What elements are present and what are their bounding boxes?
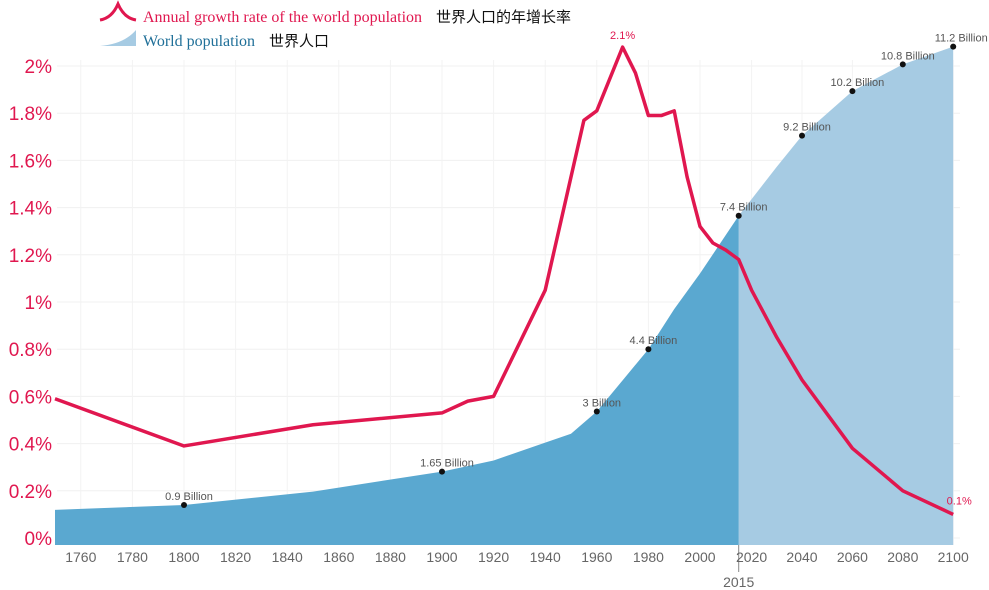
growth-label: 0.1% (947, 495, 972, 507)
x-tick-label: 2080 (887, 549, 918, 565)
population-point (849, 88, 856, 95)
y-tick-label: 0.4% (9, 435, 52, 456)
x-tick-label: 2020 (736, 549, 767, 565)
legend-population-label: World population (143, 33, 256, 50)
population-label: 11.2 Billion (935, 33, 988, 45)
x-tick-label: 1900 (426, 549, 457, 565)
legend-area-icon (100, 30, 136, 46)
legend-population: World population 世界人口 (143, 30, 329, 51)
population-label: 7.4 Billion (720, 202, 768, 214)
y-tick-label: 0% (25, 529, 53, 550)
population-point (799, 132, 805, 139)
x-tick-label: 1920 (478, 549, 509, 565)
y-tick-label: 1.6% (9, 151, 52, 172)
legend-growth: Annual growth rate of the world populati… (143, 6, 571, 27)
x-tick-label: 2060 (837, 549, 868, 565)
population-point (899, 61, 906, 68)
x-tick-label: 1820 (220, 549, 251, 565)
x-tick-label: 1860 (323, 549, 354, 565)
x-tick-label: 1760 (65, 549, 96, 565)
y-tick-label: 0.6% (9, 387, 52, 408)
legend-growth-label: Annual growth rate of the world populati… (143, 9, 423, 26)
y-tick-label: 1% (25, 293, 53, 314)
legend-line-icon (99, 0, 137, 22)
population-point (181, 501, 187, 508)
growth-label: 2.1% (610, 30, 635, 42)
x-tick-label: 1800 (168, 549, 199, 565)
population-label: 9.2 Billion (783, 122, 831, 134)
population-label: 10.2 Billion (830, 77, 884, 89)
y-tick-label: 1.2% (9, 246, 52, 267)
y-tick-label: 0.2% (9, 482, 52, 503)
x-tick-label: 1780 (117, 549, 148, 565)
y-tick-label: 1.4% (9, 199, 52, 220)
population-point (593, 408, 600, 415)
population-label: 0.9 Billion (165, 491, 213, 503)
y-tick-label: 0.8% (9, 340, 52, 361)
population-label: 4.4 Billion (630, 335, 678, 347)
population-point (645, 346, 652, 353)
population-point (950, 43, 957, 50)
population-history-area (55, 215, 739, 545)
x-tick-label: 2100 (938, 549, 969, 565)
x-tick-label: 2000 (684, 549, 715, 565)
x-tick-label: 2040 (786, 549, 817, 565)
population-label: 10.8 Billion (881, 50, 935, 62)
x-tick-label: 1960 (581, 549, 612, 565)
legend-growth-label-cn: 世界人口的年增长率 (436, 8, 572, 26)
population-label: 1.65 Billion (420, 458, 474, 470)
population-projection-area (738, 46, 954, 545)
y-tick-label: 1.8% (9, 104, 52, 125)
x-tick-label: 1880 (375, 549, 406, 565)
population-point (735, 212, 742, 219)
x-tick-label: 1940 (530, 549, 561, 565)
y-tick-label: 2% (25, 57, 53, 78)
growth-rate-line (54, 45, 954, 516)
legend-population-label-cn: 世界人口 (269, 32, 330, 50)
population-label: 3 Billion (583, 398, 622, 410)
population-point (439, 468, 445, 475)
x-tick-label: 1840 (272, 549, 303, 565)
marker-2015-label: 2015 (723, 574, 754, 590)
x-tick-label: 1980 (633, 549, 664, 565)
